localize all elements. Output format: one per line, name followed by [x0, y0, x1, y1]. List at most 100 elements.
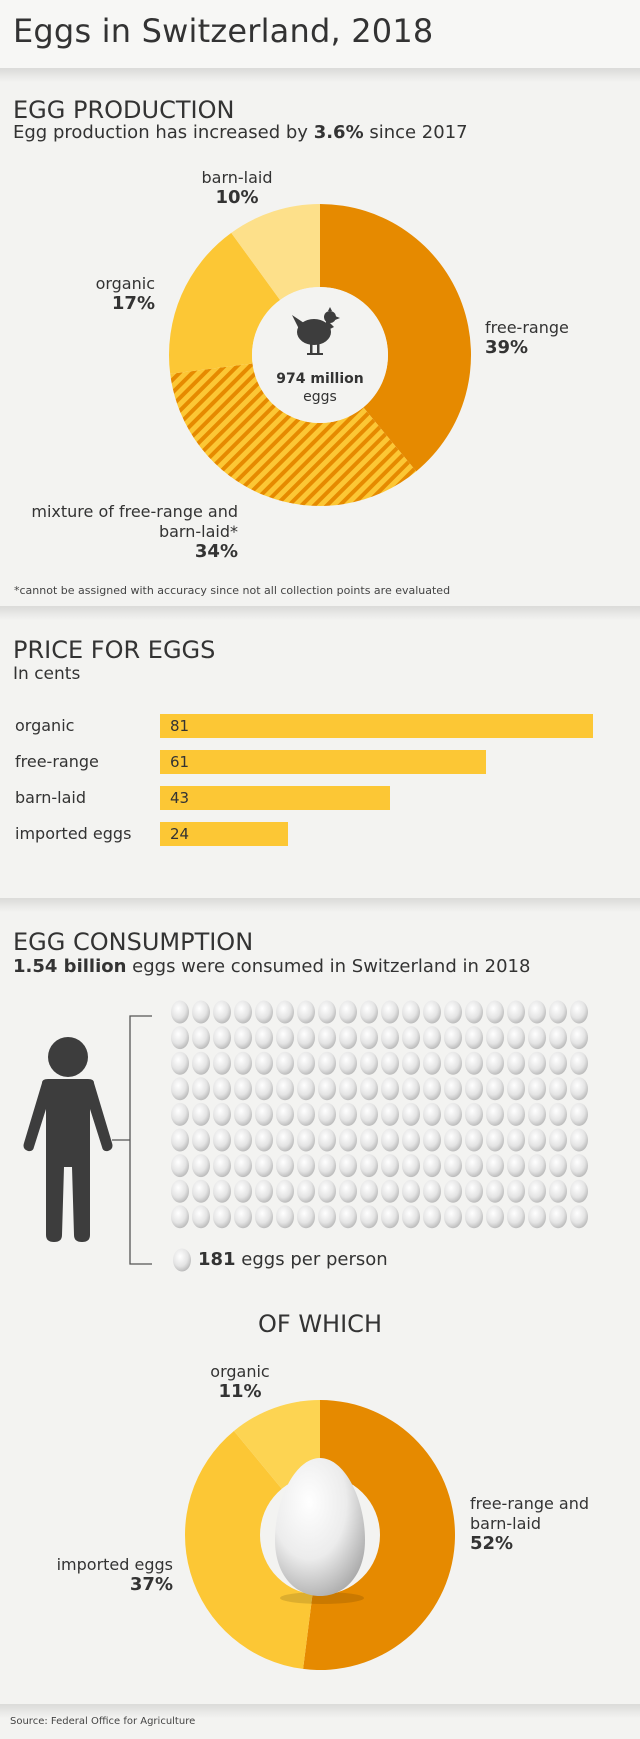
consumption-donut-chart: [184, 1400, 455, 1670]
egg-icon: [528, 1102, 546, 1126]
egg-icon: [486, 1077, 504, 1101]
egg-icon: [381, 1102, 399, 1126]
egg-icon: [213, 1205, 231, 1229]
egg-icon: [276, 1205, 294, 1229]
egg-icon: [570, 1179, 588, 1203]
egg-icon: [549, 1128, 567, 1152]
egg-icon: [360, 1077, 378, 1101]
egg-icon: [276, 1154, 294, 1178]
egg-icon: [570, 1102, 588, 1126]
label2-imported-pct: 37%: [129, 1574, 173, 1595]
egg-icon: [423, 1026, 441, 1050]
egg-icon: [297, 1026, 315, 1050]
egg-icon: [381, 1077, 399, 1101]
bar: [160, 750, 487, 774]
egg-icon: [528, 1128, 546, 1152]
divider: [0, 1704, 640, 1718]
egg-icon: [360, 1000, 378, 1024]
egg-icon: [213, 1000, 231, 1024]
egg-icon: [297, 1000, 315, 1024]
egg-icon: [549, 1051, 567, 1075]
divider: [0, 898, 640, 912]
egg-icon: [507, 1128, 525, 1152]
egg-icon: [213, 1179, 231, 1203]
egg-icon: [549, 1154, 567, 1178]
egg-icon: [444, 1179, 462, 1203]
bar-value: 81: [170, 717, 190, 735]
egg-icon: [486, 1128, 504, 1152]
egg-icon: [528, 1154, 546, 1178]
egg-icon: [192, 1000, 210, 1024]
egg-icon: [465, 1077, 483, 1101]
egg-icon: [549, 1077, 567, 1101]
label-free-range: free-range 39%: [485, 318, 625, 358]
egg-icon: [192, 1102, 210, 1126]
egg-icon: [173, 1248, 191, 1272]
production-subtitle: Egg production has increased by 3.6% sin…: [13, 122, 468, 143]
egg-icon: [507, 1000, 525, 1024]
egg-icon: [255, 1000, 273, 1024]
egg-icon: [381, 1051, 399, 1075]
label2-organic-pct: 11%: [218, 1381, 262, 1402]
egg-icon: [465, 1051, 483, 1075]
egg-icon: [318, 1051, 336, 1075]
center-unit: eggs: [303, 389, 337, 405]
eggs-per-person: 181 eggs per person: [198, 1250, 388, 1270]
egg-icon: [549, 1179, 567, 1203]
egg-icon: [234, 1128, 252, 1152]
production-heading: EGG PRODUCTION: [13, 96, 235, 124]
egg-icon: [297, 1128, 315, 1152]
egg-icon: [507, 1026, 525, 1050]
egg-icon: [275, 1458, 365, 1596]
egg-icon: [192, 1128, 210, 1152]
egg-icon: [318, 1205, 336, 1229]
egg-icon: [486, 1000, 504, 1024]
egg-shadow: [280, 1592, 364, 1604]
egg-icon: [507, 1179, 525, 1203]
egg-icon: [486, 1026, 504, 1050]
label2-imported: imported eggs 37%: [40, 1555, 173, 1595]
egg-icon: [171, 1077, 189, 1101]
egg-icon: [549, 1102, 567, 1126]
egg-icon: [423, 1179, 441, 1203]
egg-icon: [423, 1000, 441, 1024]
label-organic-name: organic: [95, 274, 155, 293]
consumption-subtitle-post: eggs were consumed in Switzerland in 201…: [126, 956, 531, 977]
egg-icon: [234, 1026, 252, 1050]
consumption-heading: EGG CONSUMPTION: [13, 928, 254, 956]
egg-icon: [570, 1000, 588, 1024]
egg-icon: [339, 1000, 357, 1024]
egg-icon: [381, 1154, 399, 1178]
egg-icon: [213, 1154, 231, 1178]
egg-icon: [486, 1051, 504, 1075]
egg-icon: [423, 1128, 441, 1152]
egg-icon: [381, 1205, 399, 1229]
egg-icon: [528, 1000, 546, 1024]
label-mixture: mixture of free-range and barn-laid* 34%: [20, 502, 238, 562]
egg-icon: [171, 1000, 189, 1024]
egg-icon: [507, 1051, 525, 1075]
slice2-imported: [184, 1430, 320, 1669]
production-donut-chart: 974 million eggs: [168, 204, 471, 507]
egg-icon: [507, 1154, 525, 1178]
egg-icon: [255, 1051, 273, 1075]
egg-icon: [549, 1026, 567, 1050]
egg-icon: [444, 1000, 462, 1024]
header: Eggs in Switzerland, 2018: [0, 0, 640, 68]
egg-icon: [402, 1128, 420, 1152]
label2-organic-name: organic: [210, 1362, 270, 1381]
egg-icon: [234, 1102, 252, 1126]
egg-icon: [486, 1205, 504, 1229]
egg-icon: [402, 1102, 420, 1126]
egg-icon: [402, 1000, 420, 1024]
egg-icon: [528, 1077, 546, 1101]
egg-icon: [360, 1154, 378, 1178]
egg-icon: [234, 1077, 252, 1101]
center-value: 974 million: [276, 371, 363, 387]
egg-icon: [507, 1102, 525, 1126]
egg-icon: [192, 1051, 210, 1075]
egg-icon: [570, 1026, 588, 1050]
egg-icon: [507, 1077, 525, 1101]
egg-icon: [192, 1154, 210, 1178]
egg-icon: [360, 1179, 378, 1203]
